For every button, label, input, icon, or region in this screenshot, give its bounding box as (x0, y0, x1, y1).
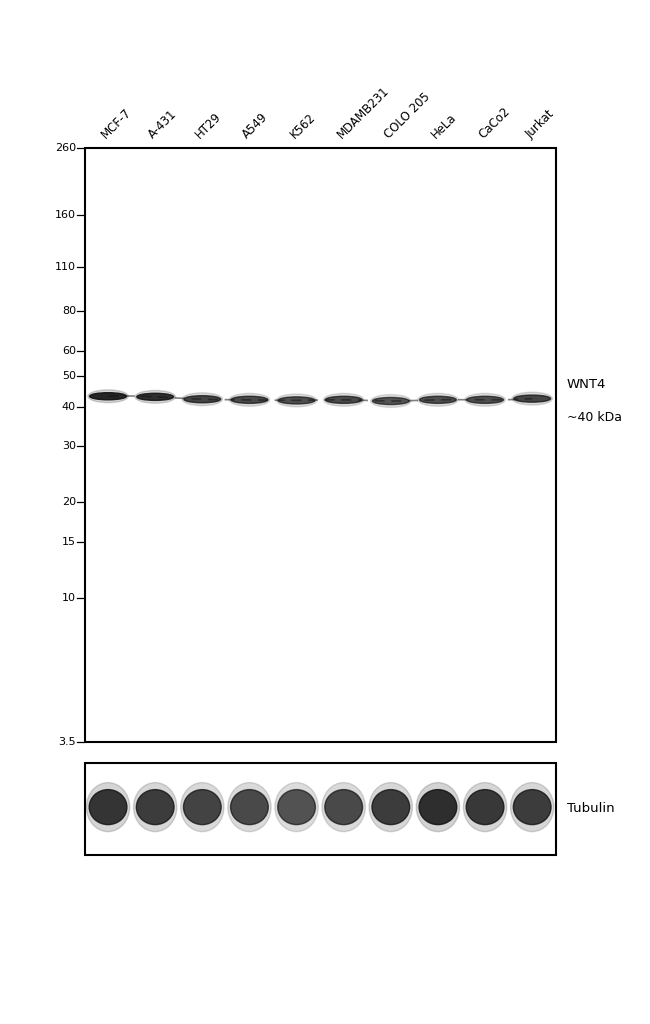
Ellipse shape (324, 393, 364, 407)
Ellipse shape (465, 393, 505, 407)
Ellipse shape (322, 782, 365, 831)
Text: 10: 10 (62, 593, 76, 603)
Ellipse shape (90, 392, 127, 399)
Ellipse shape (514, 395, 551, 402)
Ellipse shape (183, 790, 221, 824)
Ellipse shape (510, 782, 554, 831)
Ellipse shape (181, 782, 224, 831)
Text: 3.5: 3.5 (58, 737, 76, 748)
Text: MCF-7: MCF-7 (99, 106, 134, 141)
Text: A-431: A-431 (146, 108, 179, 141)
Ellipse shape (136, 790, 174, 824)
Ellipse shape (467, 396, 504, 403)
Text: CaCo2: CaCo2 (476, 105, 512, 141)
Ellipse shape (184, 395, 221, 402)
Ellipse shape (182, 393, 222, 406)
Text: K562: K562 (287, 111, 318, 141)
Ellipse shape (369, 782, 413, 831)
Ellipse shape (88, 390, 128, 402)
Ellipse shape (86, 782, 130, 831)
Text: 110: 110 (55, 262, 76, 272)
Text: COLO 205: COLO 205 (382, 90, 432, 141)
Text: A549: A549 (240, 111, 271, 141)
Ellipse shape (325, 396, 362, 403)
Ellipse shape (372, 790, 410, 824)
Text: HeLa: HeLa (429, 111, 459, 141)
Ellipse shape (227, 782, 271, 831)
Text: HT29: HT29 (193, 111, 224, 141)
Ellipse shape (416, 782, 460, 831)
Text: 15: 15 (62, 537, 76, 547)
Ellipse shape (231, 790, 268, 824)
Ellipse shape (512, 392, 552, 406)
Ellipse shape (133, 782, 177, 831)
Ellipse shape (278, 397, 315, 404)
Ellipse shape (275, 782, 318, 831)
Text: MDAMB231: MDAMB231 (335, 84, 391, 141)
Ellipse shape (419, 790, 457, 824)
Ellipse shape (229, 393, 270, 407)
Ellipse shape (466, 790, 504, 824)
Ellipse shape (370, 394, 411, 408)
Ellipse shape (276, 394, 317, 407)
Text: 60: 60 (62, 346, 76, 355)
Ellipse shape (372, 397, 410, 404)
Text: Jurkat: Jurkat (523, 108, 556, 141)
Ellipse shape (325, 790, 363, 824)
Text: 20: 20 (62, 497, 76, 507)
Ellipse shape (136, 393, 174, 400)
Ellipse shape (514, 790, 551, 824)
Ellipse shape (135, 390, 176, 403)
Text: WNT4: WNT4 (567, 379, 606, 391)
Text: Tubulin: Tubulin (567, 803, 614, 815)
Text: 260: 260 (55, 143, 76, 154)
Ellipse shape (89, 790, 127, 824)
Text: 40: 40 (62, 401, 76, 412)
Ellipse shape (418, 393, 458, 407)
Text: 80: 80 (62, 306, 76, 316)
Text: 30: 30 (62, 441, 76, 452)
Ellipse shape (419, 396, 456, 403)
Text: 50: 50 (62, 371, 76, 381)
Text: ~40 kDa: ~40 kDa (567, 411, 622, 424)
Ellipse shape (278, 790, 315, 824)
Ellipse shape (231, 396, 268, 403)
Ellipse shape (463, 782, 507, 831)
Text: 160: 160 (55, 210, 76, 220)
